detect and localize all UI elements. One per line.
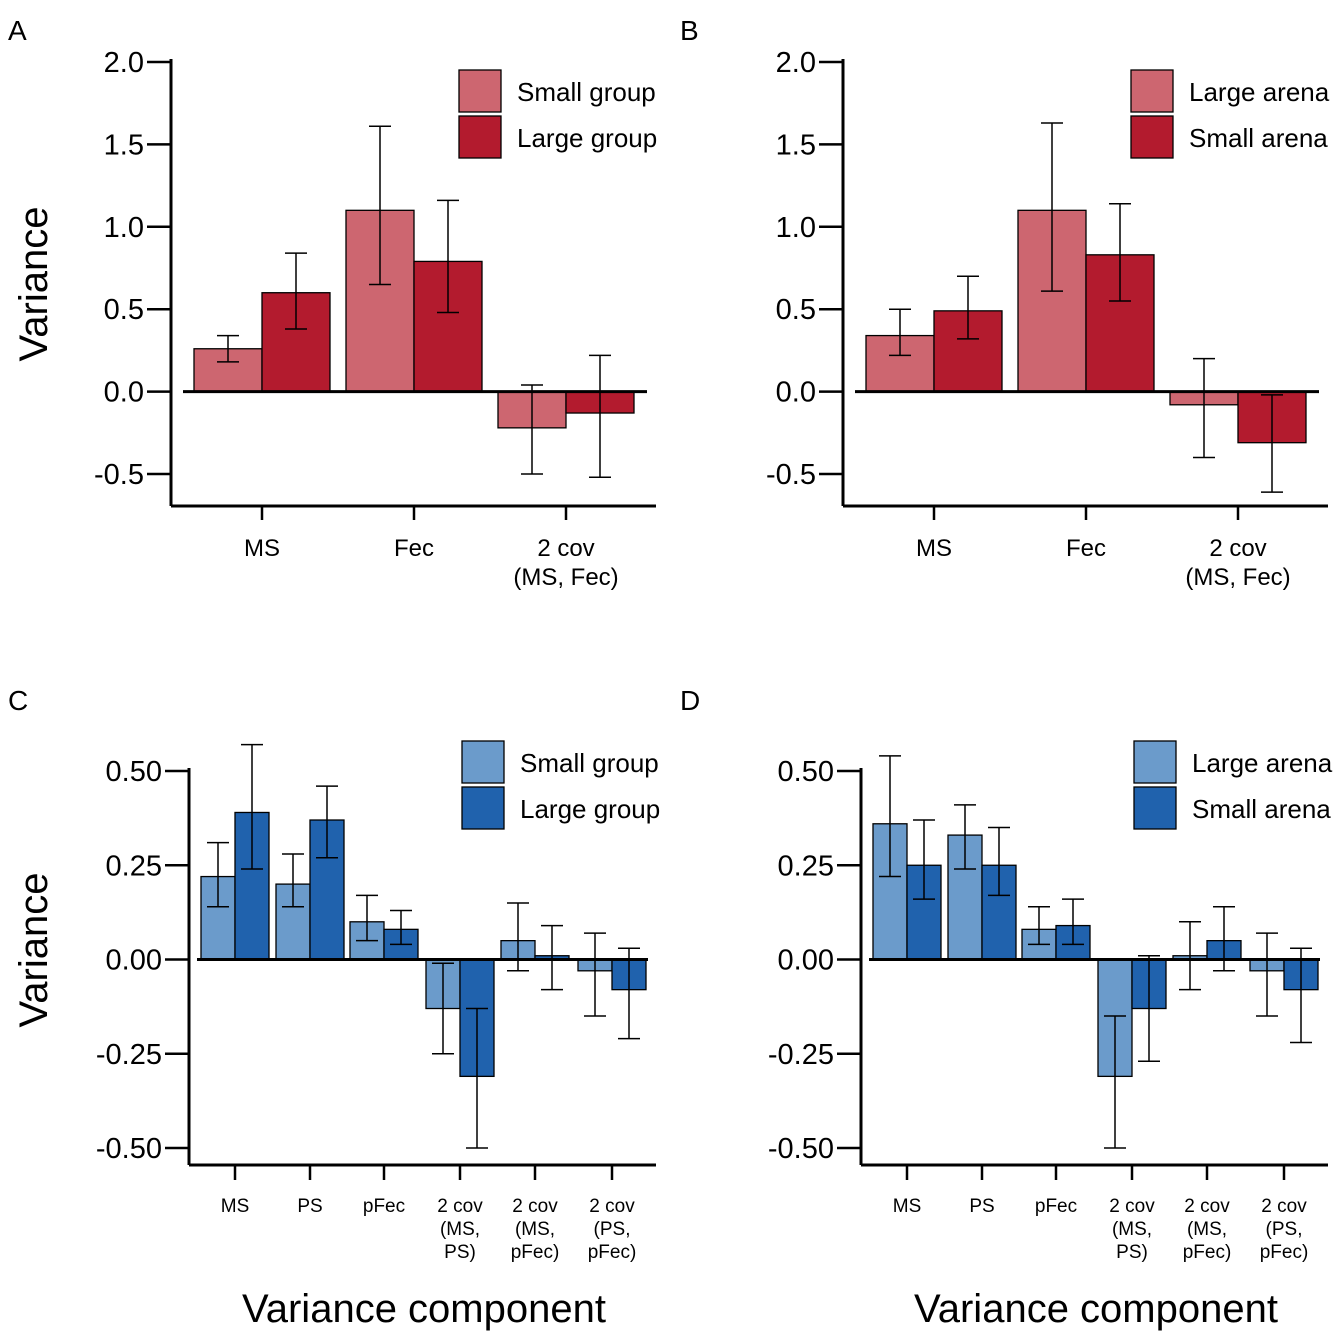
legend-label: Small group <box>517 77 656 107</box>
panel-a: A Variance -0.5 0.0 0.5 1.0 1.5 2.0 MS Fec 2 cov(M… <box>8 15 657 591</box>
x-tick-label: 2 cov <box>1209 535 1266 562</box>
x-axis-title-left: Variance component <box>242 1287 606 1331</box>
x-tick-label: (MS, <box>515 1219 555 1240</box>
y-tick-label: 2.0 <box>104 47 144 79</box>
x-tick-label: 2 cov <box>1109 1196 1155 1217</box>
legend-swatch <box>461 740 505 784</box>
x-tick-label: (MS, Fec) <box>513 564 618 591</box>
x-tick-label: PS) <box>1116 1242 1148 1263</box>
legend-label: Small arena <box>1192 794 1331 824</box>
y-tick-label: 0.0 <box>104 377 144 409</box>
bar <box>413 260 483 393</box>
x-tick-label: pFec <box>1035 1196 1077 1217</box>
y-tick-label: 1.0 <box>104 212 144 244</box>
legend-label: Large group <box>517 123 657 153</box>
x-tick-label: 2 cov <box>1184 1196 1230 1217</box>
y-tick-label: 2.0 <box>776 47 816 79</box>
legend-swatch <box>458 115 502 159</box>
y-tick-label: -0.5 <box>94 459 144 491</box>
x-tick-label: 2 cov <box>537 535 594 562</box>
legend: Small group Large group <box>461 740 660 830</box>
x-tick-label: pFec <box>363 1196 405 1217</box>
legend-swatch <box>458 69 502 113</box>
x-tick-label: MS <box>244 535 280 562</box>
x-tick-label: (PS, <box>594 1219 631 1240</box>
panel-label: D <box>680 685 700 716</box>
x-tick-label: (MS, <box>1187 1219 1227 1240</box>
x-tick-label: (MS, Fec) <box>1185 564 1290 591</box>
legend-swatch <box>1133 740 1177 784</box>
x-tick-label: pFec) <box>1183 1242 1232 1263</box>
panel-label: B <box>680 15 699 46</box>
x-tick-label: MS <box>221 1196 250 1217</box>
x-tick-label: Fec <box>1066 535 1106 562</box>
legend: Large arena Small arena <box>1133 740 1333 830</box>
y-tick-label: 0.00 <box>106 945 162 977</box>
legend-label: Large group <box>520 794 660 824</box>
y-tick-label: 1.5 <box>776 129 816 161</box>
x-tick-label: 2 cov <box>512 1196 558 1217</box>
y-tick-label: 1.5 <box>104 129 144 161</box>
y-tick-label: 0.25 <box>106 850 162 882</box>
x-tick-label: (MS, <box>440 1219 480 1240</box>
y-axis-title: Variance <box>12 873 56 1028</box>
y-tick-label: 0.25 <box>778 850 834 882</box>
y-tick-label: -0.50 <box>768 1133 834 1165</box>
x-tick-label: MS <box>916 535 952 562</box>
panel-label: C <box>8 685 28 716</box>
x-tick-label: 2 cov <box>589 1196 635 1217</box>
x-tick-label: (MS, <box>1112 1219 1152 1240</box>
x-axis-title-right: Variance component <box>914 1287 1278 1331</box>
x-tick-label: pFec) <box>1260 1242 1309 1263</box>
x-tick-label: (PS, <box>1266 1219 1303 1240</box>
y-tick-label: 0.50 <box>778 756 834 788</box>
legend-swatch <box>461 786 505 830</box>
legend-swatch <box>1130 69 1174 113</box>
x-tick-label: Fec <box>394 535 434 562</box>
x-tick-label: 2 cov <box>437 1196 483 1217</box>
legend-swatch <box>1133 786 1177 830</box>
x-tick-label: PS) <box>444 1242 476 1263</box>
y-tick-label: 0.00 <box>778 945 834 977</box>
y-tick-label: -0.5 <box>766 459 816 491</box>
legend: Large arena Small arena <box>1130 69 1330 159</box>
y-axis-title: Variance <box>12 207 56 362</box>
y-tick-label: -0.50 <box>96 1133 162 1165</box>
x-tick-label: pFec) <box>588 1242 637 1263</box>
x-tick-label: 2 cov <box>1261 1196 1307 1217</box>
legend-label: Small arena <box>1189 123 1328 153</box>
y-tick-label: 0.5 <box>104 294 144 326</box>
legend: Small group Large group <box>458 69 657 159</box>
x-tick-label: MS <box>893 1196 922 1217</box>
legend-label: Large arena <box>1189 77 1330 107</box>
x-tick-label: PS <box>297 1196 322 1217</box>
panel-c: C Variance -0.50 -0.25 0.00 0.25 0.50 MS PS pFec 2… <box>8 685 660 1263</box>
panel-b: B -0.5 0.0 0.5 1.0 1.5 2.0 MS Fec 2 cov(MS, Fec) L… <box>680 15 1330 591</box>
panel-label: A <box>8 15 27 46</box>
y-tick-label: -0.25 <box>768 1039 834 1071</box>
y-tick-label: 0.0 <box>776 377 816 409</box>
legend-label: Large arena <box>1192 748 1333 778</box>
y-tick-label: 1.0 <box>776 212 816 244</box>
y-tick-label: 0.50 <box>106 756 162 788</box>
legend-label: Small group <box>520 748 659 778</box>
x-tick-label: pFec) <box>511 1242 560 1263</box>
y-tick-label: -0.25 <box>96 1039 162 1071</box>
y-tick-label: 0.5 <box>776 294 816 326</box>
x-tick-label: PS <box>969 1196 994 1217</box>
legend-swatch <box>1130 115 1174 159</box>
